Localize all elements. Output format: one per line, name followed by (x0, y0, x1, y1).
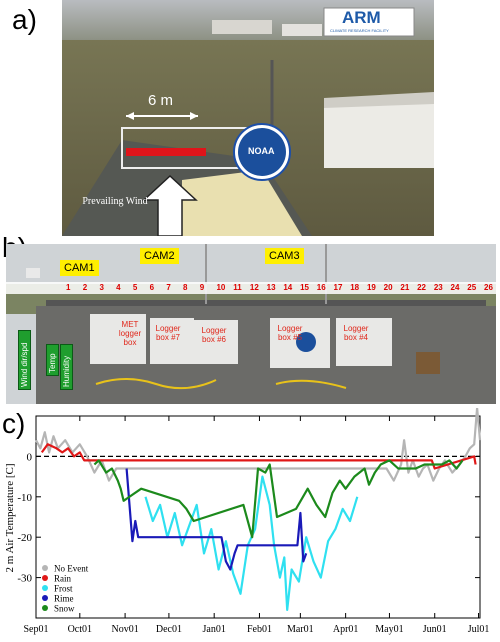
x-tick-label: Nov01 (111, 624, 138, 635)
chart-series (35, 408, 482, 611)
sensor-number: 17 (333, 283, 343, 292)
cam3-label: CAM3 (265, 248, 304, 264)
sensor-number: 8 (183, 283, 188, 292)
x-tick-label: May01 (375, 624, 403, 635)
sensor-number: 9 (199, 283, 205, 292)
panel-a-label: a) (12, 4, 37, 35)
legend-label: Frost (54, 584, 73, 594)
panel-a-photo (62, 0, 434, 236)
legend-marker (42, 565, 48, 571)
sensor-number: 26 (484, 283, 493, 292)
sensor-number: 3 (99, 283, 104, 292)
sensor-number: 13 (266, 283, 276, 292)
legend-label: Rime (54, 594, 74, 604)
temp-tag: Temp (46, 344, 59, 376)
x-tick-label: Jan01 (203, 624, 226, 635)
series-rain (40, 443, 477, 470)
y-tick-label: -30 (17, 573, 32, 585)
sensor-number: 16 (316, 283, 326, 292)
sensor-number: 2 (82, 283, 88, 292)
x-tick-label: Feb01 (247, 624, 272, 635)
sensor-number: 11 (233, 283, 242, 292)
box-label-7: Logger box #7 (155, 324, 181, 342)
sensor-number: 22 (417, 283, 427, 292)
x-tick-label: Apr01 (333, 624, 359, 635)
arm-logo: ARM (342, 8, 381, 27)
wind-label: Prevailing Wind (82, 196, 148, 207)
legend-marker (42, 595, 48, 601)
x-tick-label: Jul01 (468, 624, 490, 635)
sensor-numbers: 1 2 3 4 5 6 7 8 9 10 11 12 13 14 15 16 17 18 19 20 21 22 23 24 2… (0, 282, 500, 294)
legend-marker (42, 585, 48, 591)
sensor-number: 18 (350, 283, 360, 292)
x-tick-label: Dec01 (156, 624, 182, 635)
series-rime (125, 468, 308, 571)
sensor-number: 7 (166, 283, 171, 292)
legend-label: No Event (54, 564, 89, 574)
cam1-label: CAM1 (60, 260, 99, 276)
sensor-number: 5 (132, 283, 138, 292)
legend-marker (42, 575, 48, 581)
y-tick-label: -20 (17, 532, 32, 544)
series-frost (144, 475, 359, 611)
temperature-chart: 0 -10 -20 -30 Sep01 Oct01 Nov01 Dec01 Jan01 Feb01… (4, 408, 490, 635)
sensor-number: 24 (450, 283, 460, 292)
box-label-6: Logger box #6 (201, 326, 227, 344)
sensor-number: 19 (366, 283, 376, 292)
sensor-number: 23 (433, 283, 443, 292)
sensor-number: 15 (300, 283, 309, 292)
x-tick-label: Oct01 (68, 624, 92, 635)
y-tick-label: -10 (17, 492, 32, 504)
series-snow (93, 459, 464, 539)
sensor-number: 20 (383, 283, 393, 292)
sensor-number: 12 (249, 283, 259, 292)
width-annotation: 6 m (148, 92, 174, 109)
sensor-number: 14 (283, 283, 293, 292)
sensor-number: 21 (400, 283, 410, 292)
wind-tag: Wind dir/spd (18, 330, 31, 390)
legend-label: Snow (54, 604, 75, 614)
sensor-number: 6 (149, 283, 155, 292)
sensor-number: 4 (116, 283, 121, 292)
panel-c-label: c) (2, 408, 26, 439)
sensor-number: 25 (467, 283, 477, 292)
box-label-met: MET logger box (118, 320, 142, 347)
y-tick-label: 0 (27, 451, 33, 463)
x-tick-label: Sep01 (24, 624, 49, 635)
x-tick-label: Mar01 (287, 624, 314, 635)
legend-marker (42, 605, 48, 611)
sensor-number: 1 (66, 283, 71, 292)
x-tick-label: Jun01 (423, 624, 447, 635)
box-label-4: Logger box #4 (343, 324, 369, 342)
box-label-5: Logger box #5 (277, 324, 303, 342)
y-axis-label: 2 m Air Temperature [C] (4, 464, 16, 573)
legend-label: Rain (54, 574, 71, 584)
sensor-number: 10 (216, 283, 226, 292)
arm-tagline: CLIMATE RESEARCH FACILITY (330, 28, 389, 33)
humidity-tag: Humidity (60, 344, 73, 390)
cam2-label: CAM2 (140, 248, 179, 264)
plot-frame (35, 415, 481, 619)
noaa-logo: NOAA (248, 146, 275, 156)
panel-a-scene (62, 0, 434, 236)
